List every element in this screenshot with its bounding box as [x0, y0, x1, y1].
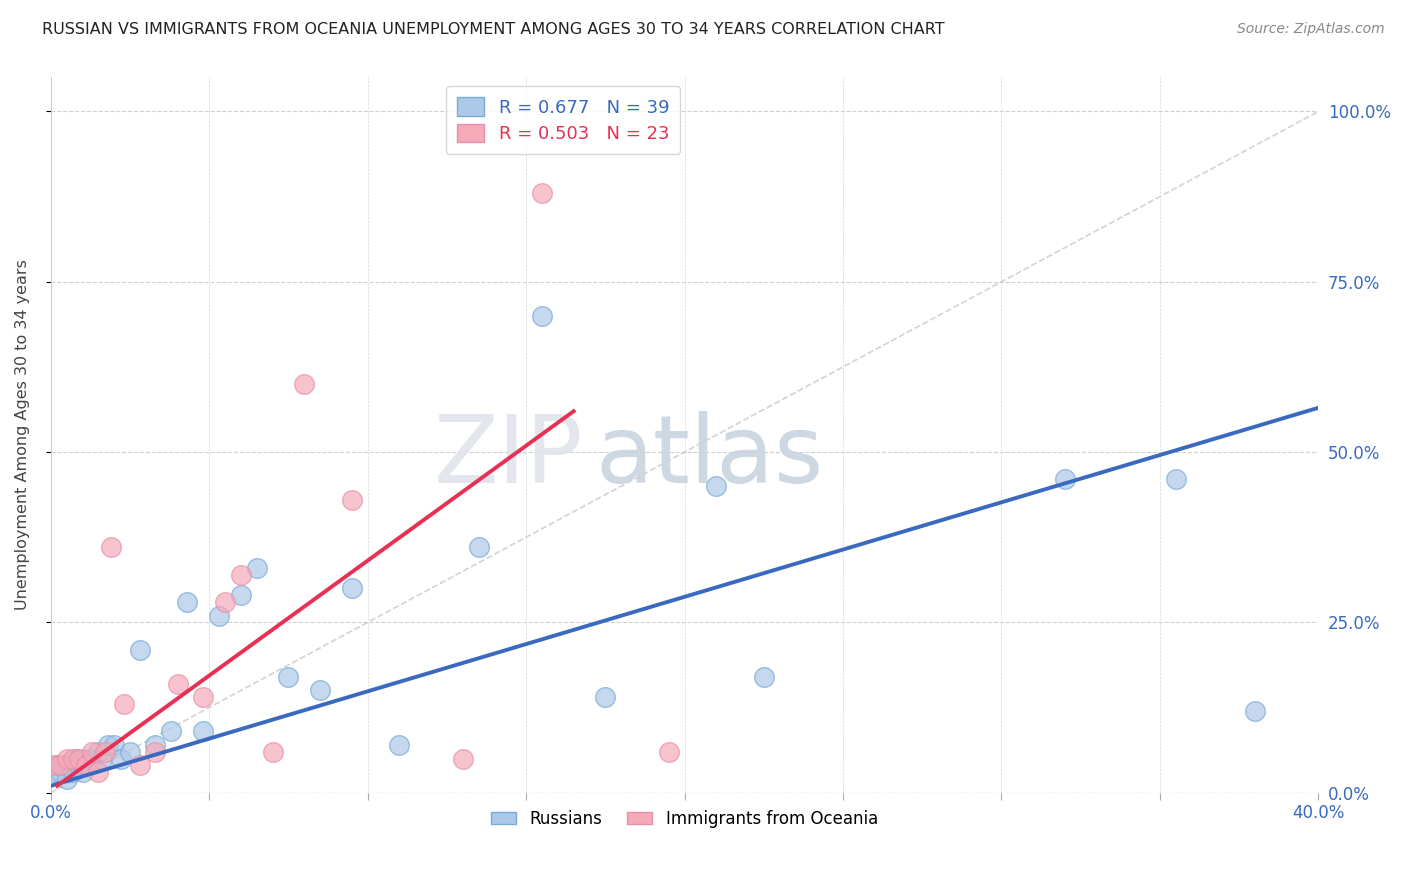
Y-axis label: Unemployment Among Ages 30 to 34 years: Unemployment Among Ages 30 to 34 years	[15, 260, 30, 610]
Point	[128, 642, 150, 657]
Point	[191, 724, 214, 739]
Point	[49, 765, 72, 780]
Point	[246, 561, 269, 575]
Point	[658, 745, 681, 759]
Point	[118, 745, 141, 759]
Point	[72, 765, 94, 780]
Point	[309, 683, 332, 698]
Point	[128, 758, 150, 772]
Point	[340, 492, 363, 507]
Point	[80, 745, 103, 759]
Point	[1164, 472, 1187, 486]
Text: atlas: atlas	[596, 410, 824, 502]
Point	[530, 186, 553, 201]
Point	[530, 309, 553, 323]
Point	[160, 724, 183, 739]
Point	[67, 758, 90, 772]
Point	[229, 588, 252, 602]
Point	[166, 676, 188, 690]
Point	[42, 758, 65, 772]
Point	[208, 608, 231, 623]
Point	[55, 772, 77, 786]
Point	[752, 670, 775, 684]
Point	[67, 751, 90, 765]
Point	[229, 567, 252, 582]
Text: Source: ZipAtlas.com: Source: ZipAtlas.com	[1237, 22, 1385, 37]
Point	[103, 738, 125, 752]
Point	[176, 595, 198, 609]
Point	[704, 479, 727, 493]
Point	[80, 751, 103, 765]
Point	[55, 751, 77, 765]
Point	[97, 738, 120, 752]
Point	[292, 376, 315, 391]
Point	[62, 751, 84, 765]
Text: RUSSIAN VS IMMIGRANTS FROM OCEANIA UNEMPLOYMENT AMONG AGES 30 TO 34 YEARS CORREL: RUSSIAN VS IMMIGRANTS FROM OCEANIA UNEMP…	[42, 22, 945, 37]
Point	[75, 758, 97, 772]
Point	[65, 751, 87, 765]
Point	[90, 751, 112, 765]
Point	[145, 745, 167, 759]
Point	[595, 690, 617, 705]
Point	[388, 738, 411, 752]
Point	[42, 765, 65, 780]
Point	[77, 758, 100, 772]
Point	[451, 751, 474, 765]
Text: ZIP: ZIP	[433, 410, 583, 502]
Point	[112, 697, 135, 711]
Point	[1053, 472, 1076, 486]
Point	[145, 738, 167, 752]
Point	[52, 758, 75, 772]
Legend: Russians, Immigrants from Oceania: Russians, Immigrants from Oceania	[485, 803, 884, 834]
Point	[467, 541, 489, 555]
Point	[46, 758, 69, 772]
Point	[93, 745, 115, 759]
Point	[277, 670, 299, 684]
Point	[87, 765, 110, 780]
Point	[262, 745, 284, 759]
Point	[87, 745, 110, 759]
Point	[1244, 704, 1267, 718]
Point	[75, 751, 97, 765]
Point	[214, 595, 236, 609]
Point	[191, 690, 214, 705]
Point	[110, 751, 132, 765]
Point	[59, 758, 82, 772]
Point	[100, 541, 122, 555]
Point	[49, 758, 72, 772]
Point	[62, 765, 84, 780]
Point	[340, 582, 363, 596]
